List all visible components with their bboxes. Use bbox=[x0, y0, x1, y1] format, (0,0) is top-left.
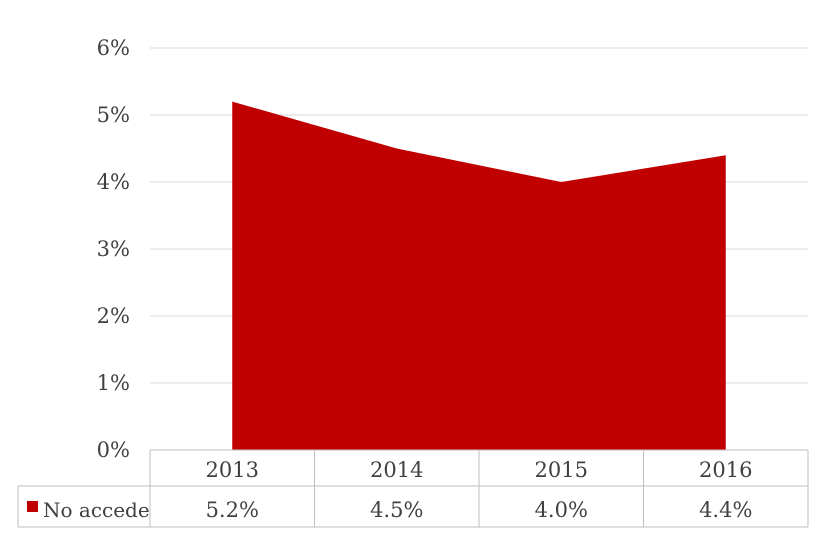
data-value-label: 5.2% bbox=[206, 498, 259, 522]
y-axis-tick-labels: 0% 1% 2% 3% 4% 5% 6% bbox=[97, 36, 130, 462]
x-category-label: 2014 bbox=[370, 458, 423, 482]
y-tick-label: 2% bbox=[97, 304, 130, 328]
data-value-label: 4.5% bbox=[370, 498, 423, 522]
y-tick-label: 0% bbox=[97, 438, 130, 462]
data-table: 2013 2014 2015 2016 No accede 5.2% 4.5% 4.0% 4.4… bbox=[17, 449, 809, 528]
y-tick-label: 6% bbox=[97, 36, 130, 60]
legend-swatch-no-accede bbox=[27, 501, 38, 512]
data-value-label: 4.4% bbox=[699, 498, 752, 522]
plot-area bbox=[232, 101, 726, 450]
y-tick-label: 1% bbox=[97, 371, 130, 395]
y-tick-label: 5% bbox=[97, 103, 130, 127]
legend-label-no-accede: No accede bbox=[43, 498, 150, 522]
x-category-label: 2015 bbox=[535, 458, 588, 482]
y-tick-label: 3% bbox=[97, 237, 130, 261]
area-series-no-accede bbox=[232, 101, 726, 450]
data-value-label: 4.0% bbox=[535, 498, 588, 522]
x-category-label: 2013 bbox=[206, 458, 259, 482]
y-tick-label: 4% bbox=[97, 170, 130, 194]
x-category-label: 2016 bbox=[699, 458, 752, 482]
